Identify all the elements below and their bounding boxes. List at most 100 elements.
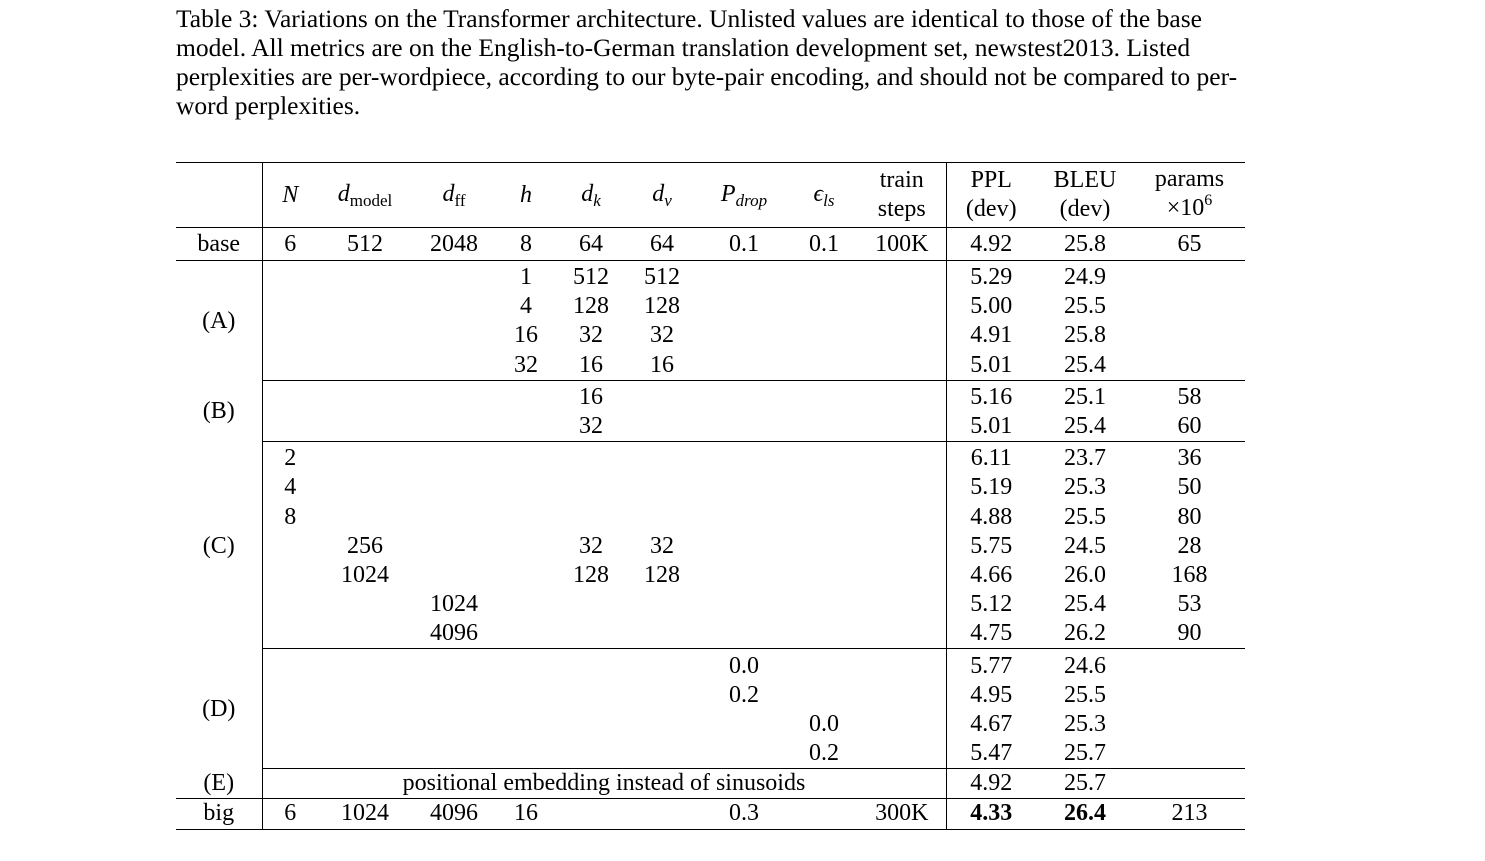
table-cell xyxy=(556,442,626,474)
header-dk: dk xyxy=(556,162,626,228)
table-cell: 25.7 xyxy=(1036,739,1134,770)
header-row: N dmodel dff h dk dv Pdrop ϵls train step… xyxy=(176,162,1245,228)
table-cell xyxy=(698,411,790,443)
table-cell xyxy=(262,649,318,681)
table-cell xyxy=(496,380,556,412)
table-cell: 0.0 xyxy=(809,710,839,737)
table-cell xyxy=(698,710,790,739)
table-cell: 0.0 xyxy=(729,652,759,679)
table-cell xyxy=(1134,710,1245,739)
table-cell: 32 xyxy=(556,411,626,443)
table-cell: 24.6 xyxy=(1064,652,1106,679)
table-cell: 5.00 xyxy=(970,293,1013,320)
table-cell xyxy=(262,380,318,412)
table-cell: 28 xyxy=(1177,532,1202,559)
results-table: N dmodel dff h dk dv Pdrop ϵls train step… xyxy=(176,162,1245,830)
table-cell: 4.95 xyxy=(970,681,1013,708)
table-cell: 16 xyxy=(579,383,603,410)
table-cell: 24.9 xyxy=(1064,264,1106,291)
table-cell: 5.47 xyxy=(946,739,1036,770)
table-cell: 16 xyxy=(496,798,556,830)
table-cell xyxy=(318,350,412,381)
table-cell xyxy=(626,380,698,412)
table-cell xyxy=(318,739,412,770)
group-label: (E) xyxy=(176,768,263,800)
table-cell xyxy=(556,739,626,770)
header-ppl: PPL (dev) xyxy=(946,162,1036,228)
table-row: 1024 128 128 4.66 26.0 168 xyxy=(176,560,1245,591)
table-cell: 2048 xyxy=(412,227,496,261)
table-cell xyxy=(262,590,318,619)
table-cell xyxy=(790,292,858,321)
table-cell xyxy=(496,590,556,619)
table-cell xyxy=(858,680,947,710)
table-cell xyxy=(626,473,698,502)
table-cell xyxy=(556,619,626,650)
table-cell: 5.12 xyxy=(970,591,1013,618)
table-cell xyxy=(698,590,790,619)
table-cell xyxy=(318,261,412,293)
table-cell xyxy=(412,561,496,590)
group-label: big xyxy=(176,798,263,830)
table-cell: 32 xyxy=(650,322,674,349)
table-cell: 6.11 xyxy=(970,445,1012,472)
table-cell: 4.91 xyxy=(970,322,1013,349)
table-cell xyxy=(858,590,947,620)
table-cell: 0.1 xyxy=(698,227,790,261)
table-cell xyxy=(556,798,626,830)
table-cell xyxy=(412,321,496,350)
header-bleu: BLEU (dev) xyxy=(1036,162,1134,228)
table-cell: 4.92 xyxy=(946,227,1036,261)
table-cell xyxy=(790,473,858,502)
table-cell xyxy=(626,649,698,681)
header-group xyxy=(176,162,263,228)
table-cell: 36 xyxy=(1177,445,1202,472)
table-cell xyxy=(412,261,496,293)
table-cell xyxy=(318,503,412,532)
table-cell xyxy=(262,739,318,770)
table-cell: 0.1 xyxy=(790,227,858,261)
table-row: (C) 2 6.11 23.7 36 xyxy=(176,441,1245,649)
table-cell: 8 xyxy=(284,503,297,530)
header-pdrop: Pdrop xyxy=(698,162,790,228)
table-row: (E) positional embedding instead of sinus… xyxy=(176,768,1245,800)
table-cell: 512 xyxy=(644,264,680,291)
table-cell xyxy=(858,619,947,650)
table-cell xyxy=(318,590,412,619)
table-cell: 1 xyxy=(520,264,532,291)
table-cell xyxy=(318,649,412,681)
table-cell: 25.7 xyxy=(1036,768,1134,800)
table-cell: 25.5 xyxy=(1064,503,1106,530)
table-cell xyxy=(496,411,556,443)
table-cell xyxy=(262,321,318,350)
table-cell: 25.3 xyxy=(1064,710,1106,737)
table-cell: 90 xyxy=(1134,619,1245,650)
table-cell: 32 xyxy=(650,532,674,559)
table-cell xyxy=(858,441,947,474)
table-cell: 1024 xyxy=(430,591,478,618)
table-cell xyxy=(318,292,412,321)
table-cell xyxy=(412,739,496,770)
table-cell: 5.29 xyxy=(970,264,1013,291)
table-cell xyxy=(318,710,412,739)
table-cell xyxy=(496,619,556,650)
table-cell: 213 xyxy=(1134,798,1245,830)
table-cell xyxy=(626,681,698,710)
table-cell: 50 xyxy=(1177,474,1202,501)
table-cell: 168 xyxy=(1171,561,1208,588)
table-cell: 128 xyxy=(573,293,609,320)
table-cell xyxy=(790,503,858,532)
table-cell xyxy=(698,561,790,590)
table-cell xyxy=(858,260,947,293)
table-cell xyxy=(1134,768,1245,800)
table-cell xyxy=(858,531,947,561)
table-cell: 0.2 xyxy=(790,739,858,770)
table-cell: 26.2 xyxy=(1036,619,1134,650)
table-cell xyxy=(412,710,496,739)
table-cell xyxy=(412,532,496,561)
table-cell xyxy=(496,681,556,710)
table-cell xyxy=(496,649,556,681)
table-cell: 1024 xyxy=(341,561,389,588)
table-cell xyxy=(698,261,790,293)
table-row: 1024 5.12 25.4 53 xyxy=(176,590,1245,620)
